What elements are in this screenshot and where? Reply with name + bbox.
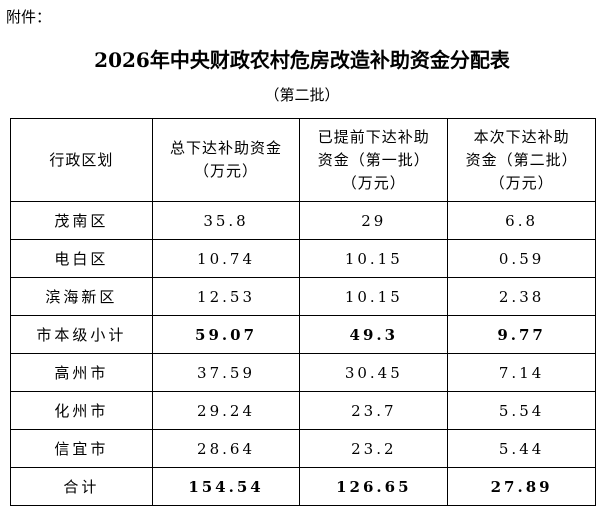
allocation-table: 行政区划 总下达补助资金 （万元） 已提前下达补助 资金（第一批） （万元） 本次下达补助资… [10,118,596,506]
amount-cell: 6.8 [447,201,596,240]
region-cell: 化州市 [10,391,153,430]
amount-cell: 49.3 [299,315,449,354]
subtitle: （第二批） [264,86,340,104]
amount-cell: 23.7 [299,391,449,430]
amount-cell: 59.07 [151,315,301,354]
amount-cell: 23.2 [299,429,449,468]
amount-cell: 0.59 [447,239,596,278]
header-cell: 本次下达补助 资金（第二批） （万元） [447,118,596,202]
region-cell: 信宜市 [10,429,153,468]
amount-cell: 37.59 [151,353,301,392]
header-row: 行政区划 总下达补助资金 （万元） 已提前下达补助 资金（第一批） （万元） 本次下达补助资… [10,118,596,202]
table-row: 电白区 10.74 10.15 0.59 [10,239,596,278]
table-row: 茂南区 35.8 29 6.8 [10,201,596,240]
amount-cell: 12.53 [151,277,301,316]
table-row: 高州市 37.59 30.45 7.14 [10,353,596,392]
attachment-label: 附件： [6,8,52,26]
table-row: 信宜市 28.64 23.2 5.44 [10,429,596,468]
amount-cell: 10.74 [151,239,301,278]
header-line: （万元） [341,173,406,192]
header-line: 本次下达补助 [473,127,570,146]
amount-cell: 5.44 [447,429,596,468]
amount-cell: 7.14 [447,353,596,392]
header-line: 已提前下达补助 [317,127,430,146]
header-line: 资金（第一批） [317,150,430,169]
region-cell: 合计 [10,467,153,506]
amount-cell: 154.54 [151,467,301,506]
title: 2026年中央财政农村危房改造补助资金分配表 [94,48,510,72]
amount-cell: 126.65 [299,467,449,506]
region-cell: 滨海新区 [10,277,153,316]
table-row: 滨海新区 12.53 10.15 2.38 [10,277,596,316]
header-line: （万元） [194,162,259,180]
header-line: （万元） [489,173,554,192]
amount-cell: 28.64 [151,429,301,468]
amount-cell: 10.15 [299,277,449,316]
header-cell: 总下达补助资金 （万元） [151,118,301,202]
amount-cell: 29.24 [151,391,301,430]
amount-cell: 9.77 [447,315,596,354]
amount-cell: 35.8 [151,201,301,240]
header-line: 资金（第二批） [465,150,578,169]
amount-cell: 5.54 [447,391,596,430]
header-cell: 已提前下达补助 资金（第一批） （万元） [299,118,449,202]
table-row: 市本级小计 59.07 49.3 9.77 [10,315,596,354]
region-cell: 市本级小计 [10,315,153,354]
region-cell: 电白区 [10,239,153,278]
region-cell: 高州市 [10,353,153,392]
amount-cell: 2.38 [447,277,596,316]
amount-cell: 27.89 [447,467,596,506]
region-cell: 茂南区 [10,201,153,240]
header-line: 行政区划 [49,150,114,169]
header-cell: 行政区划 [10,118,153,202]
amount-cell: 30.45 [299,353,449,392]
table-row: 化州市 29.24 23.7 5.54 [10,391,596,430]
header-line: 总下达补助资金 [170,139,283,157]
table-row: 合计 154.54 126.65 27.89 [10,467,596,506]
amount-cell: 29 [299,201,449,240]
amount-cell: 10.15 [299,239,449,278]
